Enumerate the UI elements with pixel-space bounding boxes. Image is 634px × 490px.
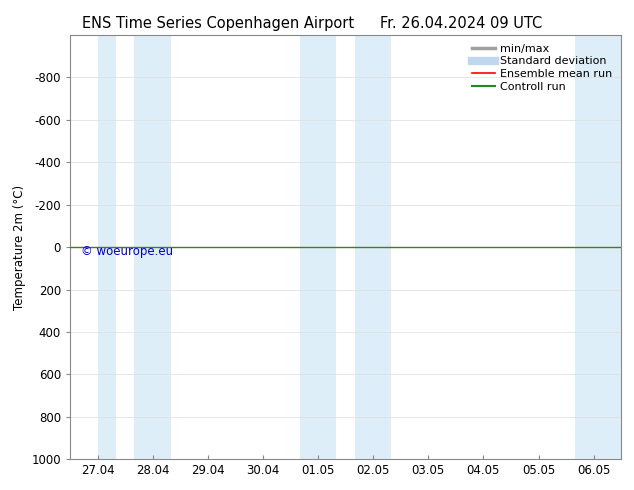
Bar (355, 35, 391, 460)
Text: © woeurope.eu: © woeurope.eu (81, 245, 173, 258)
Bar (576, 35, 621, 460)
Bar (300, 35, 336, 460)
Y-axis label: Temperature 2m (°C): Temperature 2m (°C) (13, 185, 26, 310)
Bar (134, 35, 171, 460)
Legend: min/max, Standard deviation, Ensemble mean run, Controll run: min/max, Standard deviation, Ensemble me… (469, 40, 616, 96)
Text: Fr. 26.04.2024 09 UTC: Fr. 26.04.2024 09 UTC (380, 16, 543, 31)
Text: ENS Time Series Copenhagen Airport: ENS Time Series Copenhagen Airport (82, 16, 354, 31)
Bar (98, 35, 116, 460)
